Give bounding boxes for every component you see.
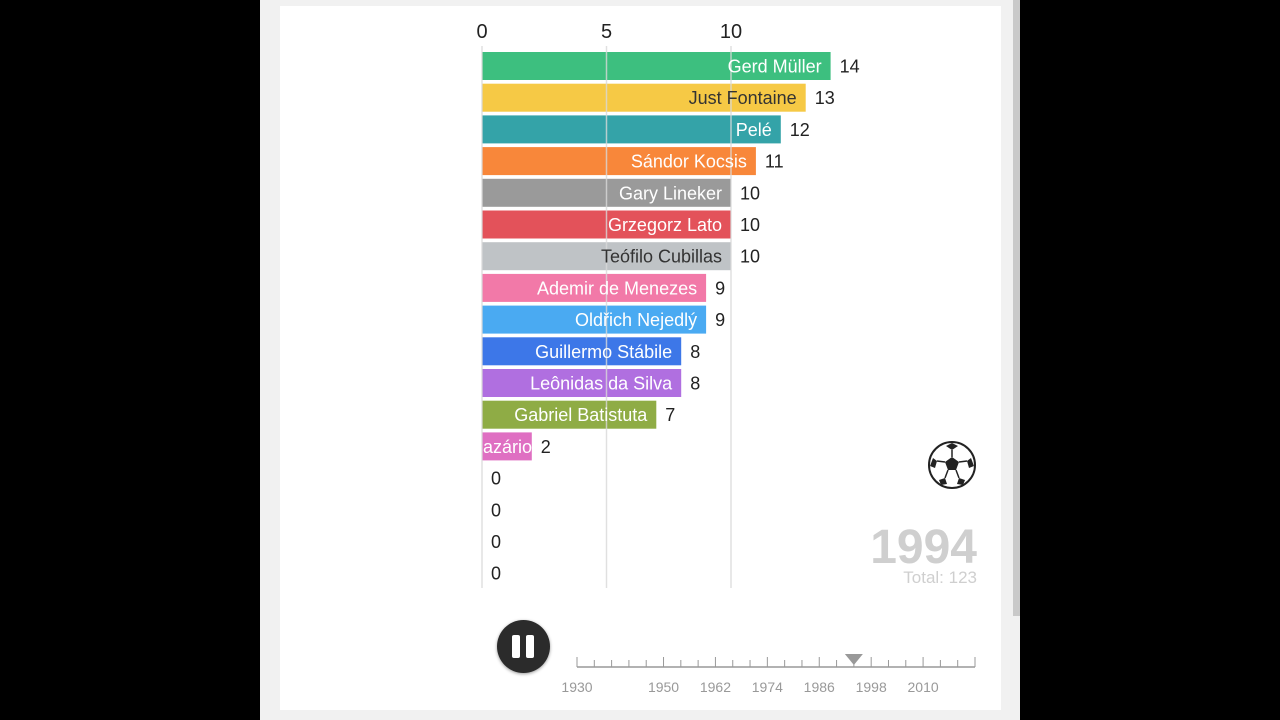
bar-8 — [482, 305, 707, 334]
bar-value-label: 10 — [740, 247, 760, 267]
bar-value-label: 13 — [815, 88, 835, 108]
bar-value-label: 8 — [690, 374, 700, 394]
bar-name-label: Pelé — [736, 120, 772, 140]
timeline-handle[interactable] — [844, 654, 863, 665]
bar-name-label: Ademir de Menezes — [537, 278, 697, 298]
bar-value-label: 7 — [665, 405, 675, 425]
bar-name-label: Gabriel Batistuta — [514, 405, 648, 425]
bar-value-label: 0 — [491, 500, 501, 520]
x-tick-label: 10 — [720, 21, 742, 43]
bar-name-label: Just Fontaine — [689, 88, 797, 108]
bar-name-label: Leônidas da Silva — [530, 374, 673, 394]
bar-value-label: 10 — [740, 215, 760, 235]
pause-button[interactable] — [497, 620, 550, 673]
soccer-ball-icon — [927, 440, 977, 490]
timeline-year-label: 1974 — [752, 679, 783, 695]
bar-value-label: 0 — [491, 564, 501, 584]
x-tick-label: 5 — [601, 21, 612, 43]
bar-value-label: 10 — [740, 183, 760, 203]
bar-value-label: 2 — [541, 437, 551, 457]
bar-1 — [482, 83, 806, 112]
timeline-year-label: 1986 — [804, 679, 835, 695]
bar-name-label: Sándor Kocsis — [631, 152, 747, 172]
bar-name-label: Grzegorz Lato — [608, 215, 722, 235]
bar-value-label: 0 — [491, 532, 501, 552]
bar-name-label: Gary Lineker — [619, 183, 722, 203]
bar-value-label: 12 — [790, 120, 810, 140]
bar-value-label: 9 — [715, 310, 725, 330]
bar-name-label: Gerd Müller — [728, 57, 822, 77]
bar-0 — [482, 52, 831, 80]
x-tick-label: 0 — [476, 21, 487, 43]
total-goals-label: Total: 123 — [903, 568, 977, 587]
bar-9 — [482, 337, 682, 366]
bar-12 — [482, 432, 532, 461]
scrollbar[interactable] — [1013, 0, 1020, 616]
current-year-label: 1994 — [870, 521, 977, 574]
pause-icon-bar — [526, 635, 534, 658]
bar-name-label: azário — [483, 437, 532, 457]
bar-7 — [482, 273, 707, 302]
bar-value-label: 9 — [715, 278, 725, 298]
timeline-year-label: 1930 — [561, 679, 592, 695]
bar-value-label: 14 — [840, 57, 860, 77]
timeline-year-label: 1962 — [700, 679, 731, 695]
bar-name-label: Oldřich Nejedlý — [575, 310, 697, 330]
bar-value-label: 8 — [690, 342, 700, 362]
bar-value-label: 11 — [765, 152, 784, 172]
bar-3 — [482, 147, 756, 176]
bar-name-label: Teófilo Cubillas — [601, 247, 722, 267]
bar-10 — [482, 369, 682, 397]
bar-name-label: Guillermo Stábile — [535, 342, 672, 362]
timeline-year-label: 1950 — [648, 679, 679, 695]
bar-11 — [482, 400, 657, 429]
pause-icon — [512, 635, 520, 658]
timeline-year-label: 1998 — [856, 679, 887, 695]
timeline-year-label: 2010 — [908, 679, 939, 695]
bar-value-label: 0 — [491, 469, 501, 489]
